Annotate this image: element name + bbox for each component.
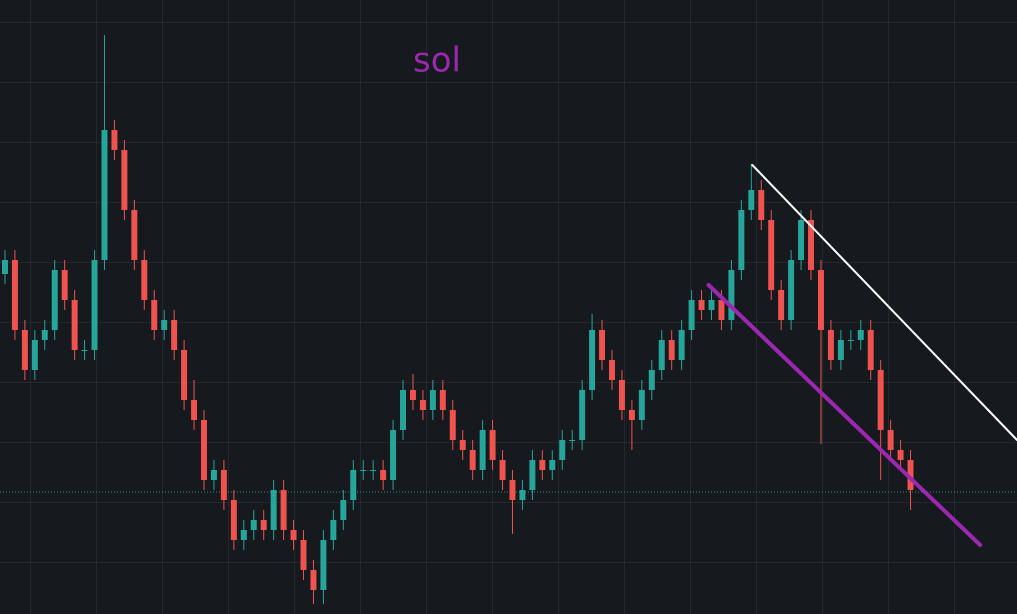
candle-body xyxy=(419,400,426,410)
candle-body xyxy=(499,460,506,480)
candle-body xyxy=(738,210,745,270)
candle-body xyxy=(320,540,327,590)
candle-body xyxy=(31,340,38,370)
candle-body xyxy=(658,340,665,370)
candle-body xyxy=(609,360,615,380)
candle-body xyxy=(1,260,8,274)
candle-body xyxy=(778,290,785,320)
candle-body xyxy=(618,380,625,410)
candle-body xyxy=(469,450,476,470)
candle-body xyxy=(718,300,725,320)
candle-body xyxy=(519,490,526,500)
candle-body xyxy=(280,490,287,530)
candle-body xyxy=(181,350,188,400)
candle-body xyxy=(230,500,237,540)
plot-area xyxy=(0,35,1017,604)
candle-body xyxy=(768,220,775,290)
chart-title: sol xyxy=(413,41,461,81)
trend-line xyxy=(751,164,1017,441)
candle-body xyxy=(290,530,297,540)
candle-body xyxy=(191,400,198,420)
candle-body xyxy=(678,330,685,360)
candle-body xyxy=(270,490,277,530)
candle-body xyxy=(808,220,814,270)
candle-body xyxy=(539,460,546,470)
candle-body xyxy=(449,410,456,440)
candle-body xyxy=(748,190,755,210)
candle-body xyxy=(141,260,148,300)
candle-body xyxy=(21,330,28,370)
candle-body xyxy=(549,460,556,470)
candle-body xyxy=(41,330,48,340)
candle-body xyxy=(758,190,765,220)
candle-body xyxy=(599,330,606,360)
candle-body xyxy=(439,390,446,410)
candle-body xyxy=(409,390,416,400)
candle-body xyxy=(589,330,596,390)
candle-body xyxy=(61,270,68,300)
candle-body xyxy=(877,370,884,430)
candle-body xyxy=(798,220,805,260)
candle-body xyxy=(668,340,675,360)
candle-body xyxy=(788,260,795,320)
candle-body xyxy=(51,270,58,330)
candle-body xyxy=(509,480,516,500)
candle-body xyxy=(688,300,695,330)
candle-body xyxy=(11,260,18,330)
candle-body xyxy=(728,270,735,320)
candle-body xyxy=(71,300,78,350)
candle-body xyxy=(559,440,566,460)
candle-body xyxy=(907,460,914,490)
candle-body xyxy=(867,330,874,370)
candle-body xyxy=(210,470,217,480)
candle-body xyxy=(459,440,466,450)
candle-body xyxy=(370,470,377,471)
candle-body xyxy=(171,320,178,350)
candle-body xyxy=(569,440,576,441)
candle-body xyxy=(400,390,407,430)
candle-body xyxy=(240,530,247,540)
candle-body xyxy=(161,320,168,330)
candle-body xyxy=(390,430,397,480)
candle-body xyxy=(579,390,586,440)
candle-body xyxy=(201,420,207,480)
candle-body xyxy=(489,430,496,460)
candle-body xyxy=(350,470,357,500)
candle-body xyxy=(380,470,387,480)
candle-body xyxy=(837,340,844,360)
candle-body xyxy=(300,540,307,570)
candle-body xyxy=(360,470,367,471)
candle-body xyxy=(887,430,894,450)
candle-body xyxy=(897,450,904,460)
candle-body xyxy=(698,300,705,310)
candle-body xyxy=(220,470,227,500)
candle-body xyxy=(310,570,317,590)
candle-body xyxy=(638,390,645,420)
trend-line xyxy=(706,283,983,547)
candle-body xyxy=(91,260,98,350)
candle-body xyxy=(330,520,337,540)
candle-body xyxy=(151,300,158,330)
candle-body xyxy=(121,150,128,210)
candle-body xyxy=(628,410,635,420)
candle-body xyxy=(817,270,824,330)
candle-body xyxy=(708,300,715,310)
candle-body xyxy=(111,130,118,150)
candle-body xyxy=(857,330,864,340)
candle-body xyxy=(529,460,536,490)
candle-body xyxy=(429,390,436,410)
candle-body xyxy=(81,350,88,351)
candle-body xyxy=(131,210,138,260)
candle-body xyxy=(479,430,486,470)
candle-body xyxy=(101,130,108,260)
candle-body xyxy=(847,340,854,341)
candle-body xyxy=(827,330,834,360)
candle-body xyxy=(648,370,655,390)
candle-body xyxy=(260,520,267,530)
candle-body xyxy=(340,500,347,520)
candle-body xyxy=(250,520,257,530)
